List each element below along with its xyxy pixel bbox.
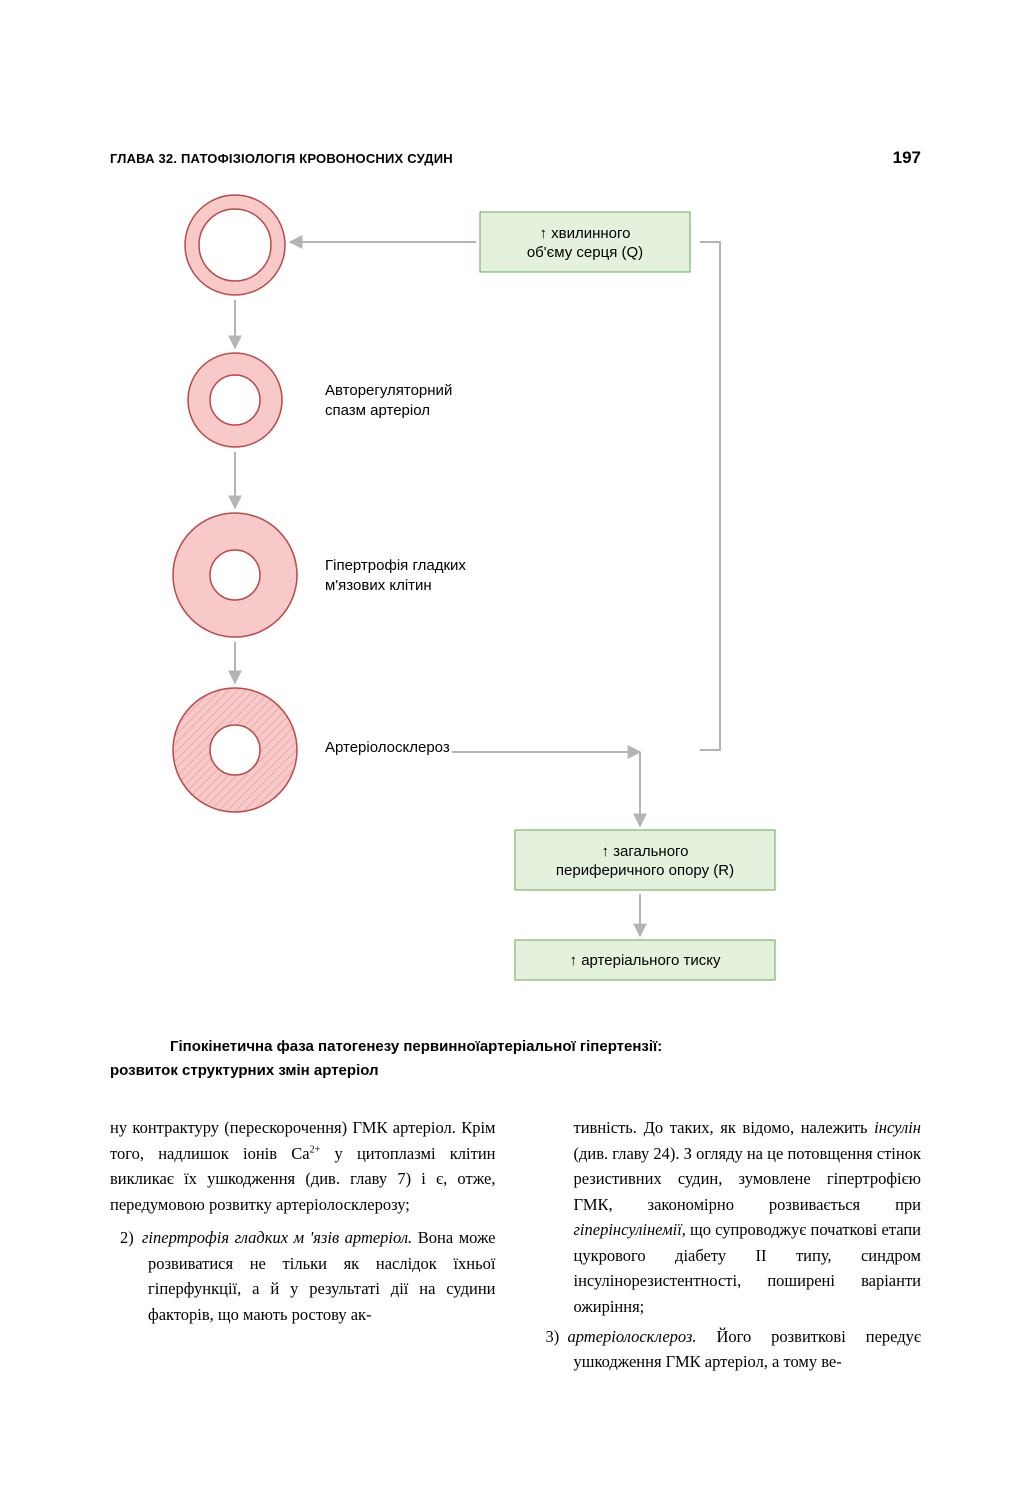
page-number: 197 — [893, 148, 921, 168]
result-box: ↑ хвилинногооб'єму серця (Q) — [480, 212, 690, 272]
result-box: ↑ артеріального тиску — [515, 940, 775, 980]
result-box: ↑ загальногопериферичного опору (R) — [515, 830, 775, 890]
column-right: тивність. До таких, як відомо, належить … — [536, 1115, 922, 1375]
diagram-label: Авторегуляторнийспазм артеріол — [325, 382, 452, 419]
diagram-label: Гіпертрофія гладкихм'язових клітин — [325, 557, 466, 594]
vessel-ring — [185, 195, 285, 295]
chapter-title: ГЛАВА 32. ПАТОФІЗІОЛОГІЯ КРОВОНОСНИХ СУД… — [110, 151, 453, 166]
svg-text:↑ артеріального тиску: ↑ артеріального тиску — [570, 952, 721, 969]
caption-line2: розвиток структурних змін артеріол — [110, 1062, 379, 1079]
vessel-ring — [173, 513, 297, 637]
diagram-label: Артеріолосклероз — [325, 739, 450, 756]
column-left: ну контрактуру (перескорочення) ГМК арте… — [110, 1115, 496, 1375]
page: ГЛАВА 32. ПАТОФІЗІОЛОГІЯ КРОВОНОСНИХ СУД… — [0, 0, 1031, 1500]
para-cont-1: ну контрактуру (перескорочення) ГМК арте… — [110, 1115, 496, 1217]
caption-line1: Гіпокінетична фаза патогенезу первинноїа… — [170, 1038, 662, 1055]
body-columns: ну контрактуру (перескорочення) ГМК арте… — [110, 1115, 921, 1375]
figure-caption: Гіпокінетична фаза патогенезу первинноїа… — [110, 1035, 921, 1083]
list-item-2: 2)гіпертрофія гладких м 'язів артеріол. … — [110, 1225, 496, 1327]
page-header: ГЛАВА 32. ПАТОФІЗІОЛОГІЯ КРОВОНОСНИХ СУД… — [110, 148, 921, 168]
list-item-3: 3)артеріолосклероз. Його розвиткові пере… — [536, 1324, 922, 1375]
bracket — [700, 242, 720, 750]
vessel-ring — [173, 688, 297, 812]
flow-diagram: Авторегуляторнийспазм артеріол Гіпертрофі… — [160, 190, 910, 990]
para-cont-2: тивність. До таких, як відомо, належить … — [536, 1115, 922, 1320]
vessel-ring — [188, 353, 282, 447]
